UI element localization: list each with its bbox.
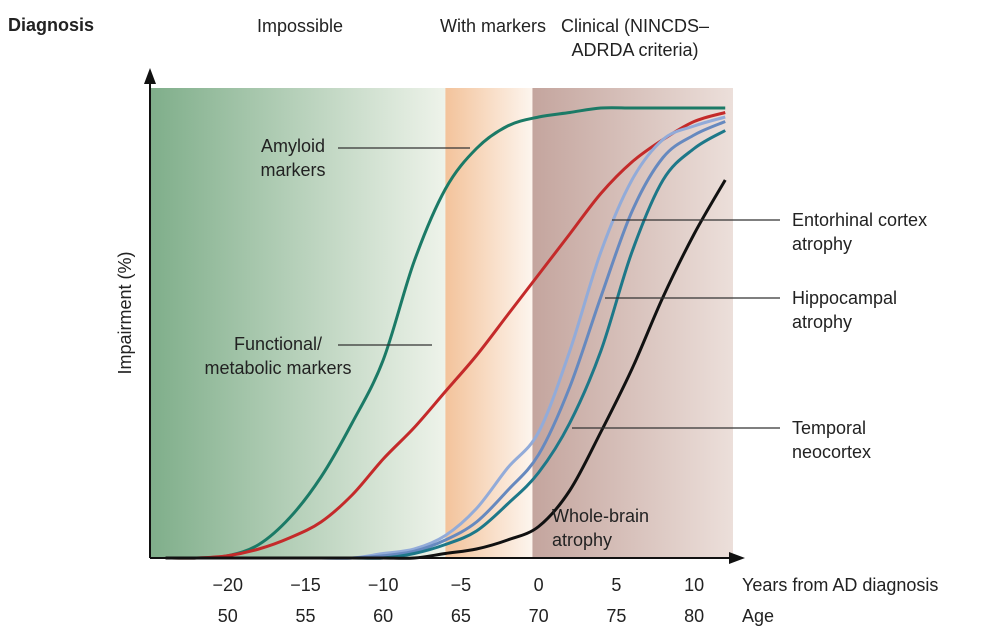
x2-tick-label: 60 [373,606,393,626]
series-label: Whole-brain atrophy [552,506,650,550]
x-tick-label: −5 [451,575,472,595]
region [532,88,733,558]
x2-axis-label: Age [742,606,774,626]
y-axis-arrow [144,68,156,84]
region-label: Clinical (NINCDS–ADRDA criteria) [560,16,710,60]
series-label: Hippocampal atrophy [792,288,898,332]
x2-tick-label: 50 [218,606,238,626]
x-tick-label: 0 [534,575,544,595]
series-label: Amyloid markers [260,136,326,180]
y-axis-label: Impairment (%) [115,251,135,374]
region-label: With markers [439,16,546,36]
series-line [165,111,726,560]
x-tick-label: 5 [611,575,621,595]
heading: Diagnosis [8,15,94,35]
region [445,88,533,558]
x-tick-label: −10 [368,575,399,595]
series-line [165,106,726,560]
x2-tick-label: 80 [684,606,704,626]
series-label: Entorhinal cortex atrophy [792,210,928,254]
x-tick-label: 10 [684,575,704,595]
x-tick-label: −15 [290,575,321,595]
x-tick-label: −20 [212,575,243,595]
x2-tick-label: 70 [529,606,549,626]
x-axis-arrow [729,552,745,564]
x2-tick-label: 65 [451,606,471,626]
x-axis-label: Years from AD diagnosis [742,575,938,595]
series-label: Temporal neocortex [792,418,872,462]
region-label: Impossible [256,16,344,36]
x2-tick-label: 75 [606,606,626,626]
x2-tick-label: 55 [295,606,315,626]
series-label: Functional/ metabolic markers [204,334,352,378]
